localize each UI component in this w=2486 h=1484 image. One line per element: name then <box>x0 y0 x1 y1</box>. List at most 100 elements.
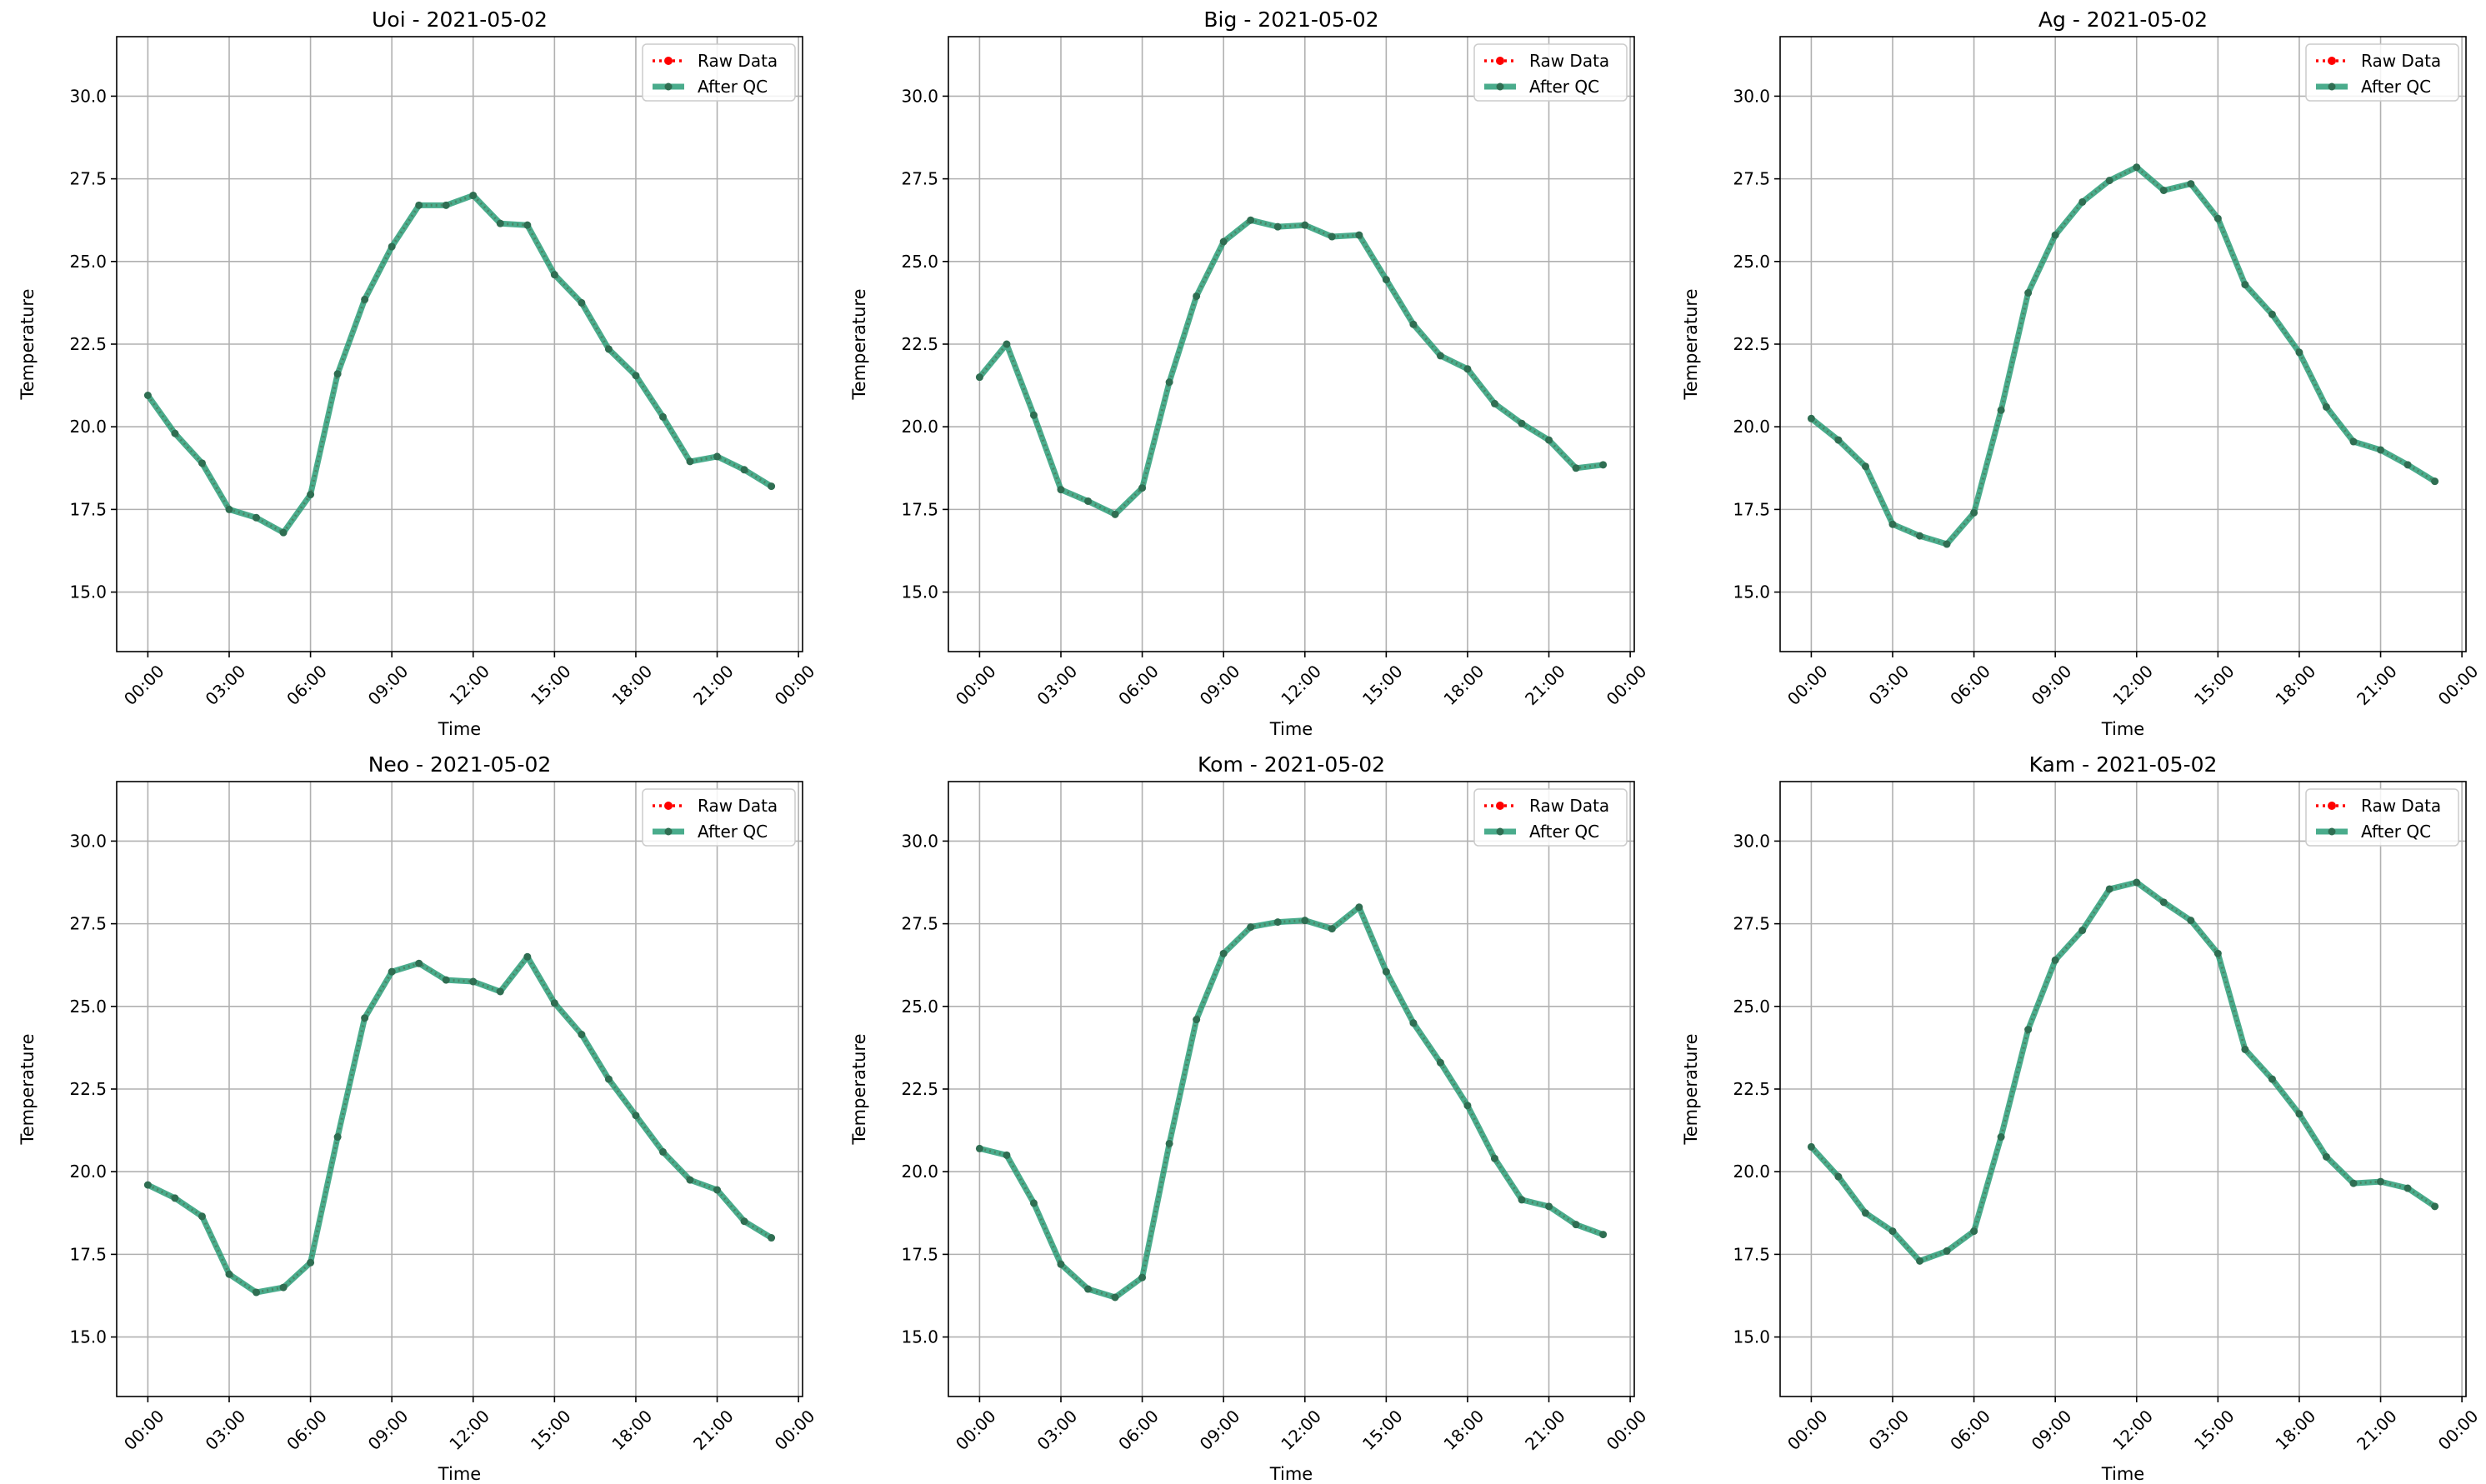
legend-marker-raw-data <box>664 57 673 65</box>
y-tick-label: 27.5 <box>1733 169 1770 189</box>
x-tick-label: 09:00 <box>2028 1406 2076 1454</box>
data-point-after-qc <box>171 429 179 437</box>
legend-marker-after-qc <box>664 827 673 836</box>
data-point-after-qc <box>1463 365 1472 373</box>
data-point-after-qc <box>415 201 423 209</box>
data-point-after-qc <box>2377 446 2385 454</box>
y-tick-label: 22.5 <box>901 334 938 354</box>
x-tick-label: 12:00 <box>2108 1406 2157 1454</box>
y-axis-label: Temperature <box>849 288 869 400</box>
data-point-after-qc <box>2431 477 2439 486</box>
legend-label: Raw Data <box>1529 796 1609 816</box>
x-tick-label: 12:00 <box>1277 1406 1325 1454</box>
data-point-after-qc <box>1273 222 1282 231</box>
data-point-after-qc <box>198 459 206 467</box>
data-point-after-qc <box>442 201 450 209</box>
x-tick-label: 15:00 <box>527 1406 575 1454</box>
data-point-after-qc <box>2213 949 2222 957</box>
y-tick-label: 15.0 <box>69 582 107 602</box>
data-point-after-qc <box>496 219 504 227</box>
series-line-after-qc <box>1808 164 2438 547</box>
y-tick-label: 22.5 <box>69 334 107 354</box>
x-tick-label: 18:00 <box>608 1406 656 1454</box>
y-tick-label: 17.5 <box>69 1244 107 1264</box>
data-point-after-qc <box>523 221 532 229</box>
x-tick-label: 18:00 <box>2271 1406 2319 1454</box>
y-tick-label: 15.0 <box>901 582 938 602</box>
legend-label: After QC <box>2361 77 2431 97</box>
data-point-after-qc <box>307 491 315 499</box>
data-point-after-qc <box>1084 1285 1093 1293</box>
x-tick-label: 09:00 <box>364 1406 413 1454</box>
x-tick-label: 15:00 <box>1358 661 1407 709</box>
data-point-after-qc <box>1545 1202 1553 1211</box>
data-point-after-qc <box>686 457 694 466</box>
x-tick-label: 12:00 <box>445 1406 493 1454</box>
y-tick-label: 22.5 <box>1733 1079 1770 1099</box>
x-tick-label: 15:00 <box>527 661 575 709</box>
x-tick-label: 06:00 <box>1946 661 1994 709</box>
legend-label: After QC <box>1529 77 1599 97</box>
data-point-after-qc <box>361 1014 369 1022</box>
data-point-after-qc <box>1355 231 1363 239</box>
x-axis-label: Time <box>2101 1464 2144 1484</box>
legend-marker-after-qc <box>664 82 673 91</box>
data-point-after-qc <box>632 372 640 380</box>
y-tick-label: 22.5 <box>901 1079 938 1099</box>
x-tick-label: 06:00 <box>1946 1406 1994 1454</box>
data-point-after-qc <box>1861 1209 1869 1217</box>
data-point-after-qc <box>1545 436 1553 444</box>
data-point-after-qc <box>1084 497 1093 505</box>
series-line-after-qc <box>144 192 775 536</box>
x-tick-label: 18:00 <box>1439 661 1488 709</box>
data-point-after-qc <box>1328 925 1336 933</box>
y-tick-label: 17.5 <box>1733 1244 1770 1264</box>
y-axis-label: Temperature <box>849 1033 869 1145</box>
data-point-after-qc <box>2133 878 2141 887</box>
y-tick-label: 30.0 <box>1733 86 1770 106</box>
data-point-after-qc <box>1219 237 1228 246</box>
x-tick-label: 21:00 <box>2353 661 2401 709</box>
data-point-after-qc <box>253 1288 261 1297</box>
y-tick-label: 27.5 <box>69 169 107 189</box>
data-point-after-qc <box>740 466 748 474</box>
data-point-after-qc <box>496 987 504 996</box>
y-tick-label: 15.0 <box>901 1327 938 1347</box>
x-tick-label: 21:00 <box>689 661 738 709</box>
data-point-after-qc <box>604 345 613 353</box>
data-point-after-qc <box>1518 419 1526 427</box>
data-point-after-qc <box>388 967 396 976</box>
data-point-after-qc <box>768 482 776 491</box>
data-point-after-qc <box>1382 967 1390 976</box>
legend-marker-raw-data <box>2328 57 2336 65</box>
x-tick-label: 00:00 <box>2434 1406 2483 1454</box>
x-tick-label: 00:00 <box>771 1406 819 1454</box>
data-point-after-qc <box>2024 289 2033 297</box>
y-axis-label: Temperature <box>1681 288 1701 400</box>
legend: Raw Data After QC <box>1473 43 1628 102</box>
legend-marker-after-qc <box>1496 827 1504 836</box>
x-tick-label: 09:00 <box>2028 661 2076 709</box>
x-tick-label: 03:00 <box>1865 661 1913 709</box>
chart-panel: 00:00 03:00 06:00 09:00 12:00 15:00 18:00 21:00… <box>18 7 818 739</box>
data-point-after-qc <box>1273 918 1282 927</box>
x-tick-label: 03:00 <box>202 661 250 709</box>
data-point-after-qc <box>1997 1133 2005 1142</box>
data-point-after-qc <box>1355 903 1363 912</box>
x-tick-label: 00:00 <box>2434 661 2483 709</box>
y-tick-label: 30.0 <box>1733 831 1770 851</box>
x-tick-label: 00:00 <box>1783 661 1832 709</box>
data-point-after-qc <box>1943 540 1951 548</box>
data-point-after-qc <box>2159 898 2168 907</box>
x-tick-label: 12:00 <box>2108 661 2157 709</box>
chart-title: Ag - 2021-05-02 <box>2038 7 2208 32</box>
data-point-after-qc <box>2159 187 2168 194</box>
data-point-after-qc <box>713 1186 722 1194</box>
x-tick-label: 06:00 <box>1114 661 1163 709</box>
data-point-after-qc <box>442 976 450 984</box>
data-point-after-qc <box>2105 177 2113 185</box>
x-axis-label: Time <box>438 719 481 739</box>
y-tick-label: 25.0 <box>901 252 938 272</box>
data-point-after-qc <box>1029 411 1038 419</box>
y-tick-label: 17.5 <box>901 1244 938 1264</box>
